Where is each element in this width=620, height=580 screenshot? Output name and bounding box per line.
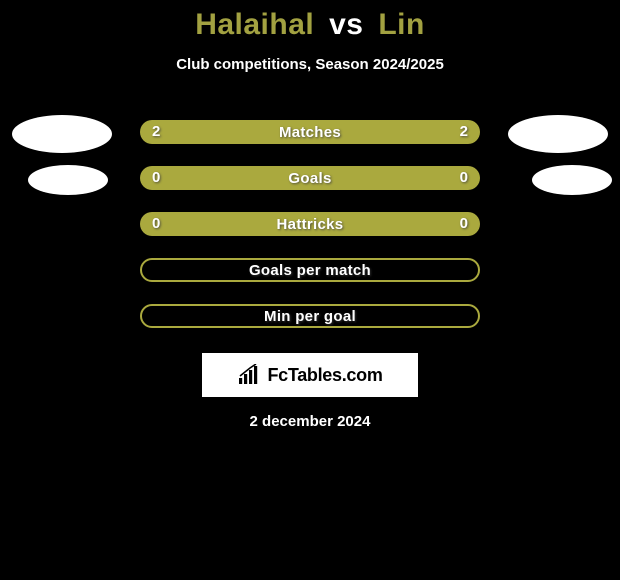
stat-rows: 2 Matches 2 0 Goals 0 0 Hattricks 0 Goals per mat… bbox=[0, 111, 620, 341]
stat-label: Matches bbox=[279, 124, 341, 141]
avatar-left bbox=[12, 115, 112, 153]
stat-bar: Goals per match bbox=[140, 258, 480, 282]
stats-card: Halaihal vs Lin Club competitions, Seaso… bbox=[0, 0, 620, 430]
page-title: Halaihal vs Lin bbox=[0, 8, 620, 42]
stat-value-left: 0 bbox=[152, 166, 160, 190]
stat-row: 0 Goals 0 bbox=[0, 157, 620, 203]
logo-text: FcTables.com bbox=[267, 365, 382, 386]
stat-label: Min per goal bbox=[264, 308, 356, 325]
logo-box[interactable]: FcTables.com bbox=[202, 353, 418, 397]
stat-row: 0 Hattricks 0 bbox=[0, 203, 620, 249]
stat-row: Min per goal bbox=[0, 295, 620, 341]
stat-value-right: 0 bbox=[460, 166, 468, 190]
subtitle: Club competitions, Season 2024/2025 bbox=[0, 56, 620, 73]
player1-name: Halaihal bbox=[195, 8, 314, 41]
avatar-left bbox=[28, 165, 108, 195]
stat-bar: 2 Matches 2 bbox=[140, 120, 480, 144]
avatar-right bbox=[508, 115, 608, 153]
date-label: 2 december 2024 bbox=[0, 413, 620, 430]
stat-bar: 0 Goals 0 bbox=[140, 166, 480, 190]
stat-bar: Min per goal bbox=[140, 304, 480, 328]
player2-name: Lin bbox=[378, 8, 425, 41]
stat-value-left: 0 bbox=[152, 212, 160, 236]
stat-label: Hattricks bbox=[277, 216, 344, 233]
stat-label: Goals bbox=[288, 170, 331, 187]
stat-row: 2 Matches 2 bbox=[0, 111, 620, 157]
stat-row: Goals per match bbox=[0, 249, 620, 295]
chart-icon bbox=[237, 364, 263, 386]
stat-value-right: 2 bbox=[460, 120, 468, 144]
stat-label: Goals per match bbox=[249, 262, 371, 279]
stat-bar: 0 Hattricks 0 bbox=[140, 212, 480, 236]
stat-value-left: 2 bbox=[152, 120, 160, 144]
vs-label: vs bbox=[329, 8, 363, 41]
stat-value-right: 0 bbox=[460, 212, 468, 236]
avatar-right bbox=[532, 165, 612, 195]
